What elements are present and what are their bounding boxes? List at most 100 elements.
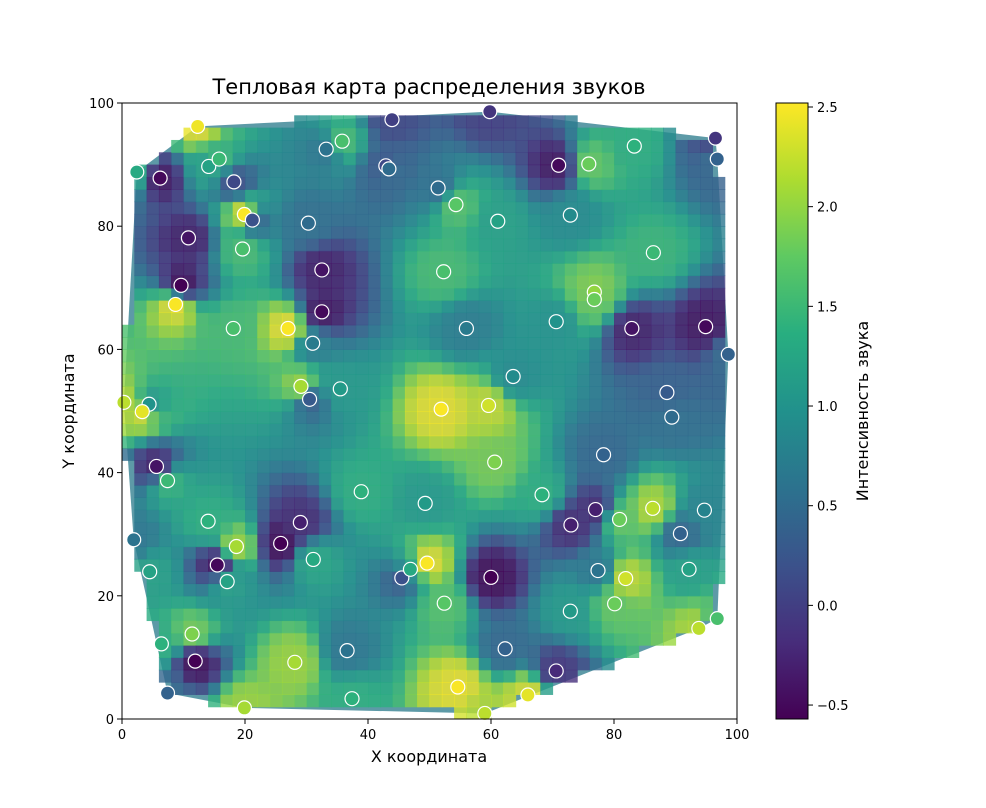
data-point — [691, 620, 707, 637]
heatmap-cell — [614, 632, 627, 646]
heatmap-cell — [638, 349, 652, 363]
heatmap-cell — [257, 164, 271, 178]
heatmap-cell — [638, 139, 652, 153]
heatmap-cell — [183, 509, 197, 523]
heatmap-cell — [245, 189, 258, 203]
heatmap-cell — [331, 497, 344, 511]
heatmap-cell — [331, 226, 344, 240]
heatmap-cell — [454, 127, 467, 141]
heatmap-cell — [355, 115, 369, 129]
heatmap-cell — [368, 226, 381, 240]
heatmap-cell — [417, 411, 431, 424]
heatmap-cell — [687, 349, 701, 363]
heatmap-cell — [527, 361, 541, 375]
heatmap-cell — [195, 583, 209, 597]
heatmap-cell — [355, 361, 369, 375]
heatmap-cell — [134, 263, 148, 277]
heatmap-cell — [245, 275, 258, 289]
heatmap-cell — [392, 213, 406, 227]
heatmap-cell — [478, 324, 492, 338]
heatmap-cell — [392, 595, 406, 609]
heatmap-cell — [158, 558, 172, 572]
heatmap-cell — [245, 423, 258, 437]
heatmap-cell — [687, 374, 701, 387]
heatmap-cell — [552, 484, 566, 498]
heatmap-cell — [380, 337, 394, 350]
heatmap-cell — [687, 398, 701, 412]
data-point — [184, 626, 200, 642]
heatmap-cell — [650, 287, 664, 301]
heatmap-cell — [183, 546, 197, 560]
heatmap-cell — [614, 423, 627, 437]
heatmap-cell — [122, 349, 135, 363]
heatmap-cell — [626, 337, 640, 350]
heatmap-cell — [564, 361, 578, 375]
heatmap-cell — [577, 337, 590, 350]
heatmap-cell — [220, 238, 234, 252]
heatmap-cell — [626, 349, 640, 363]
heatmap-cell — [183, 571, 197, 585]
heatmap-cell — [466, 608, 480, 622]
heatmap-cell — [564, 398, 578, 412]
heatmap-cell — [577, 398, 590, 412]
heatmap-cell — [626, 632, 640, 646]
heatmap-cell — [368, 497, 381, 511]
heatmap-cell — [614, 312, 627, 326]
heatmap-cell — [503, 300, 517, 314]
heatmap-cell — [626, 645, 640, 658]
heatmap-cell — [700, 460, 713, 474]
heatmap-cell — [491, 312, 504, 326]
heatmap-cell — [294, 152, 308, 166]
heatmap-cell — [527, 423, 541, 437]
heatmap-cell — [527, 139, 541, 153]
heatmap-cell — [564, 127, 578, 141]
heatmap-cell — [269, 201, 283, 215]
heatmap-cell — [638, 127, 652, 141]
heatmap-cell — [466, 435, 480, 449]
heatmap-cell — [700, 139, 713, 153]
heatmap-cell — [515, 164, 529, 178]
heatmap-cell — [466, 374, 480, 387]
heatmap-cell — [134, 300, 148, 314]
heatmap-cell — [404, 324, 418, 338]
heatmap-cell — [429, 115, 443, 129]
heatmap-cell — [491, 263, 504, 277]
heatmap-cell — [700, 287, 713, 301]
heatmap-cell — [183, 682, 197, 695]
heatmap-cell — [466, 201, 480, 215]
heatmap-cell — [392, 176, 406, 190]
heatmap-cell — [294, 694, 308, 708]
heatmap-cell — [626, 238, 640, 252]
heatmap-cell — [318, 435, 332, 449]
data-point — [339, 643, 355, 659]
plot-frame — [121, 102, 738, 720]
heatmap-cell — [454, 423, 467, 437]
heatmap-cell — [650, 558, 664, 572]
heatmap-cell — [675, 595, 689, 609]
heatmap-cell — [454, 534, 467, 548]
heatmap-cell — [614, 324, 627, 338]
heatmap-cell — [503, 546, 517, 560]
heatmap-cell — [429, 164, 443, 178]
heatmap-cell — [552, 250, 566, 264]
heatmap-cell — [614, 558, 627, 572]
heatmap-cell — [134, 509, 148, 523]
heatmap-cell — [158, 595, 172, 609]
heatmap-cell — [527, 558, 541, 572]
heatmap-cell — [306, 250, 320, 264]
heatmap-cell — [614, 620, 627, 634]
heatmap-cell — [712, 447, 726, 461]
colorbar-tick-label: 1.5 — [817, 300, 838, 315]
heatmap-cell — [601, 152, 615, 166]
heatmap-cell — [638, 447, 652, 461]
heatmap-cell — [355, 324, 369, 338]
heatmap-cell — [232, 164, 246, 178]
heatmap-cell — [331, 361, 344, 375]
heatmap-cell — [503, 324, 517, 338]
heatmap-cell — [417, 657, 431, 671]
data-point — [659, 384, 675, 401]
heatmap-cell — [257, 226, 271, 240]
heatmap-cell — [601, 608, 615, 622]
heatmap-cell — [491, 189, 504, 203]
heatmap-cell — [663, 164, 677, 178]
